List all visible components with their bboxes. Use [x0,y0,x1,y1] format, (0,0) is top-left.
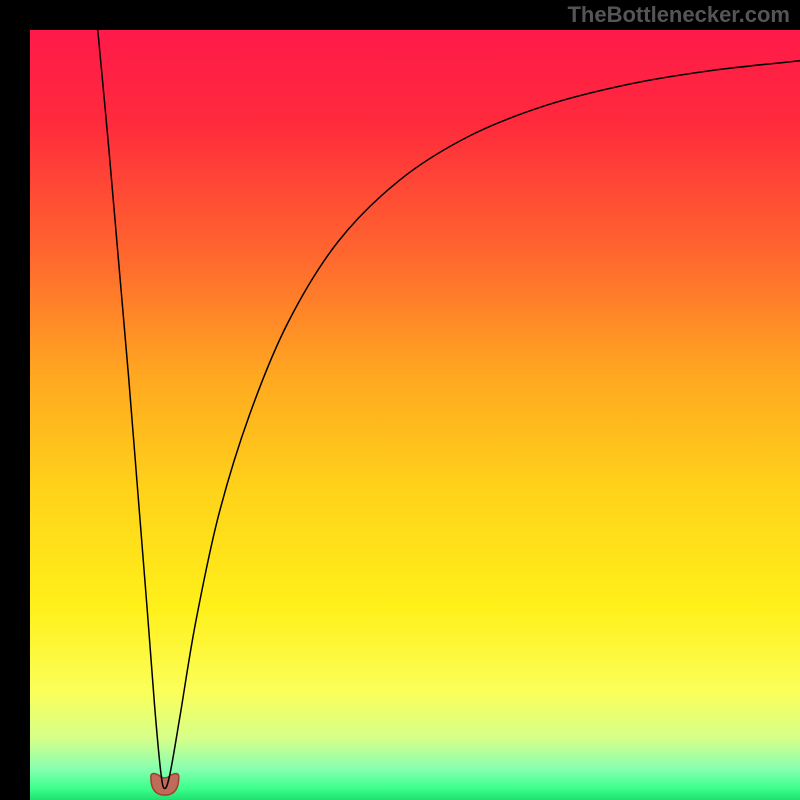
bottleneck-chart [0,0,800,800]
plot-background [30,30,800,800]
chart-container: TheBottlenecker.com [0,0,800,800]
watermark-text: TheBottlenecker.com [567,2,790,28]
